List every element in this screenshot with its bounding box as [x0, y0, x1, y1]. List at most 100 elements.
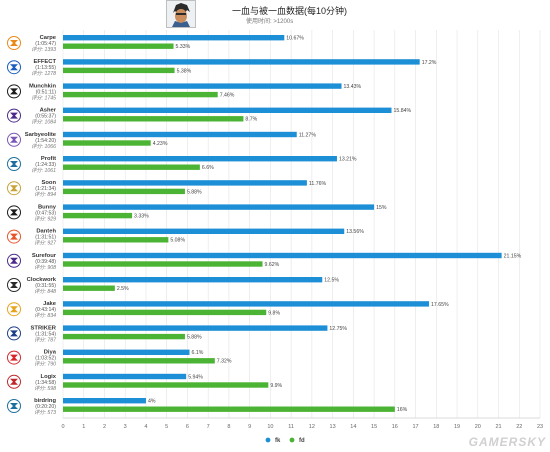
bar-fd — [63, 188, 185, 195]
shock-logo-icon-mark — [10, 306, 18, 313]
player-games: 评分: 1061 — [31, 167, 56, 174]
bar-fd-label: 5.33% — [176, 44, 191, 50]
titans-logo-icon-mark — [10, 209, 18, 216]
player-games: 评分: 1745 — [31, 94, 56, 101]
x-tick-label: 12 — [309, 424, 315, 430]
player-name: Surefour — [32, 253, 57, 259]
player-time: (0:47:53) — [35, 210, 56, 216]
hero-portrait-icon — [166, 0, 196, 28]
player-time: (1:05:47) — [35, 41, 56, 47]
bar-fd-label: 9.62% — [265, 262, 280, 268]
player-games: 评分: 790 — [34, 361, 56, 368]
player-name: Profit — [41, 156, 56, 162]
player-name: Soon — [42, 180, 57, 186]
bar-fd — [63, 140, 151, 146]
bar-fk-label: 13.21% — [339, 157, 357, 163]
bar-fd-label: 9.9% — [270, 383, 282, 389]
x-tick-label: 14 — [350, 424, 356, 430]
charge-logo-icon-mark — [10, 378, 18, 385]
player-games: 评分: 787 — [34, 336, 57, 343]
bar-fd-label: 7.32% — [217, 359, 232, 365]
x-tick-label: 18 — [433, 424, 439, 430]
player-name: Danteh — [36, 229, 56, 235]
player-games: 评分: 573 — [34, 409, 56, 416]
bar-fd-label: 4.23% — [153, 141, 168, 147]
bar-fk-label: 5.94% — [188, 374, 203, 380]
titans-logo-icon-mark — [10, 88, 18, 95]
bar-fd-label: 2.5% — [117, 286, 129, 292]
x-tick-label: 3 — [124, 424, 127, 430]
spitfire-logo-icon-mark — [10, 161, 18, 167]
bar-fk-label: 11.27% — [299, 132, 317, 138]
bar-fk-label: 4% — [148, 399, 156, 405]
legend-fk-swatch — [265, 437, 271, 443]
player-time: (0:20:20) — [35, 404, 56, 410]
legend-fd-label: fd — [299, 438, 305, 444]
player-name: Logix — [41, 374, 57, 380]
x-tick-label: 11 — [288, 424, 294, 430]
bar-fk — [63, 228, 345, 234]
bar-fk — [63, 131, 297, 138]
player-name: Bunny — [38, 204, 57, 210]
player-time: (0:55:37) — [35, 114, 56, 120]
player-time: (1:21:34) — [35, 186, 56, 192]
gladiators-logo-icon-mark — [10, 112, 18, 119]
bar-fk-label: 13.43% — [344, 84, 362, 90]
bar-fk — [63, 59, 420, 65]
bar-fk — [63, 83, 342, 89]
bar-fk — [63, 325, 328, 331]
player-name: STRIKER — [31, 325, 57, 331]
watermark: GAMERSKY — [468, 435, 546, 449]
bar-fd — [63, 309, 267, 316]
bar-fk — [63, 107, 392, 113]
bar-fd — [63, 406, 395, 412]
bar-fk — [63, 204, 375, 210]
x-tick-label: 22 — [516, 424, 522, 430]
mayhem-logo-icon-mark — [10, 282, 18, 288]
x-tick-label: 17 — [413, 424, 419, 430]
player-name: Diya — [44, 350, 57, 356]
player-name: Jake — [43, 301, 57, 307]
x-tick-label: 8 — [227, 424, 230, 430]
player-games: 评分: 929 — [34, 215, 56, 222]
x-tick-label: 19 — [454, 424, 460, 430]
player-games: 评分: 598 — [34, 385, 56, 392]
bar-fd — [63, 164, 200, 170]
bar-fd — [63, 91, 218, 98]
bar-fk — [63, 156, 337, 162]
x-tick-label: 9 — [248, 424, 251, 430]
player-games: 评分: 1084 — [31, 119, 56, 126]
player-games: 评分: 1066 — [31, 143, 56, 150]
player-name: Sarbyeolite — [25, 132, 57, 138]
bar-fk — [63, 277, 323, 283]
bar-fk — [63, 252, 502, 259]
player-time: (1:34:58) — [35, 380, 56, 386]
outlaws-logo-icon-mark — [10, 330, 18, 337]
player-time: (0:43:14) — [35, 307, 56, 313]
bar-fd-label: 6.6% — [202, 165, 214, 171]
bar-fk — [63, 180, 307, 186]
x-tick-label: 20 — [475, 424, 481, 430]
bar-fd-label: 5.88% — [187, 335, 202, 341]
player-games: 评分: 1393 — [31, 46, 56, 53]
bar-fk-label: 15% — [376, 205, 387, 211]
bar-fd-label: 5.38% — [177, 68, 192, 74]
player-name: birdring — [34, 398, 56, 404]
bar-fk-label: 21.15% — [504, 253, 522, 259]
bar-fk-label: 17.2% — [422, 60, 437, 66]
x-tick-label: 7 — [207, 424, 210, 430]
bar-fk — [63, 398, 146, 404]
bar-fd — [63, 67, 175, 74]
bar-fk — [63, 349, 190, 355]
x-tick-label: 4 — [144, 424, 147, 430]
x-tick-label: 2 — [103, 424, 106, 430]
bar-fd-label: 8.7% — [245, 117, 257, 123]
x-tick-label: 16 — [392, 424, 398, 430]
bar-fk-label: 10.67% — [286, 36, 304, 42]
player-time: (1:31:54) — [35, 331, 56, 337]
bar-fk-label: 12.75% — [329, 326, 347, 332]
player-name: Munchkin — [29, 83, 57, 89]
fusion-logo-icon-mark — [10, 40, 18, 46]
player-games: 评分: 834 — [34, 312, 56, 319]
bar-fd — [63, 382, 269, 388]
